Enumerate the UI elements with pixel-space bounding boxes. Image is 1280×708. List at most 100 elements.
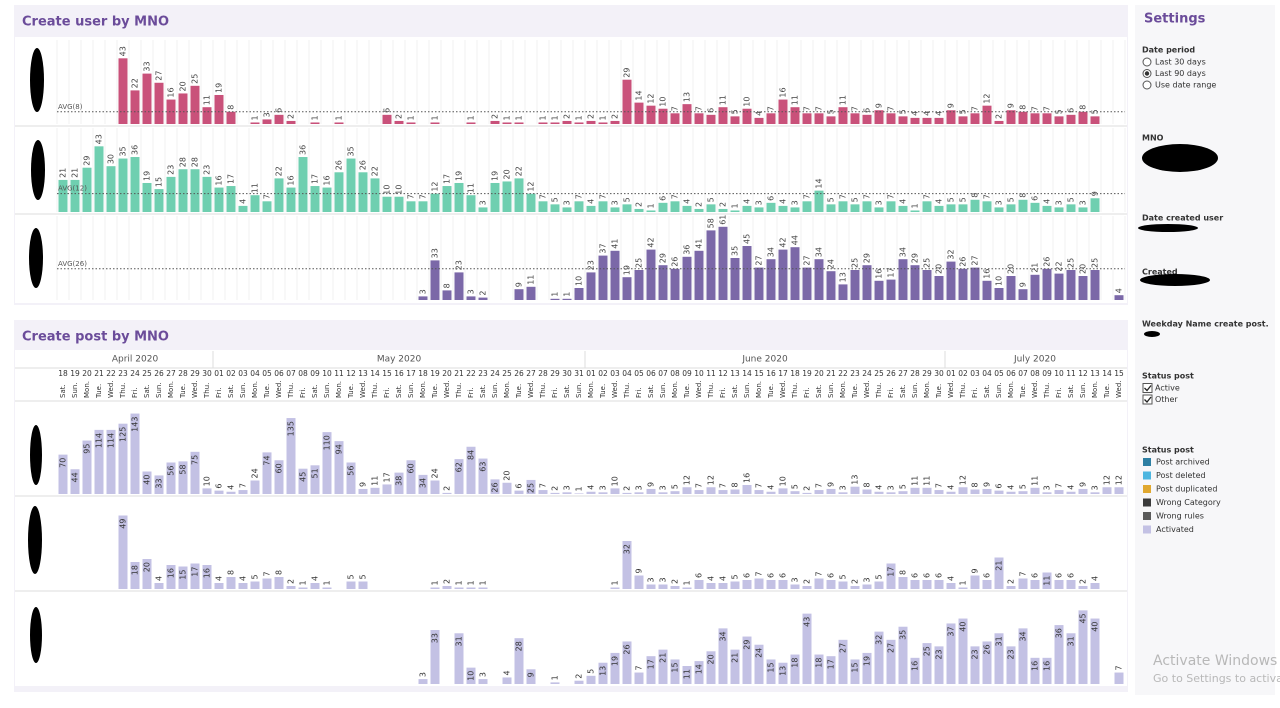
value-label: 5	[251, 574, 260, 579]
value-label: 62	[455, 462, 464, 472]
value-label: 2	[551, 486, 560, 491]
value-label: 22	[131, 78, 140, 88]
bar	[118, 158, 128, 212]
value-label: 13	[683, 92, 692, 102]
bar	[322, 432, 332, 494]
bar	[250, 581, 260, 589]
value-label: 25	[851, 258, 860, 268]
value-label: 3	[563, 485, 572, 490]
value-label: 16	[203, 568, 212, 578]
value-label: 3	[791, 200, 800, 205]
value-label: 6	[659, 196, 668, 201]
bar	[586, 675, 596, 684]
value-label: 4	[755, 111, 764, 116]
bar	[970, 646, 980, 684]
value-label: 4	[935, 111, 944, 116]
value-label: 16	[875, 269, 884, 279]
value-label: 37	[947, 626, 956, 636]
bar	[130, 90, 140, 124]
day-label: 17	[778, 369, 788, 378]
day-label: 13	[358, 369, 368, 378]
weekday-label: Sat.	[143, 384, 151, 398]
value-label: 9	[635, 568, 644, 573]
value-label: 7	[539, 483, 548, 488]
value-label: 17	[827, 659, 836, 669]
bar	[862, 201, 872, 212]
weekday-label: Sun.	[323, 382, 331, 398]
bar	[610, 652, 620, 684]
weekday-label: Sat.	[815, 384, 823, 398]
bar	[418, 296, 428, 300]
value-label: 3	[863, 577, 872, 582]
value-label: 7	[923, 194, 932, 199]
mno-label: MNO	[1142, 134, 1164, 143]
value-label: 14	[815, 178, 824, 188]
bar	[850, 204, 860, 212]
day-label: 18	[790, 369, 800, 378]
value-label: 34	[899, 247, 908, 257]
value-label: 1	[551, 675, 560, 680]
bar	[322, 587, 332, 589]
bar	[370, 178, 380, 212]
bar	[646, 210, 656, 212]
value-label: 7	[1055, 483, 1064, 488]
bar	[454, 182, 464, 212]
bar	[634, 208, 644, 212]
legend-swatch	[1143, 485, 1151, 493]
day-label: 09	[682, 369, 692, 378]
value-label: 1	[335, 115, 344, 120]
bar	[730, 489, 740, 494]
weekday-label: Tue.	[1019, 384, 1027, 399]
bar	[526, 193, 536, 212]
bar	[982, 488, 992, 494]
weekday-label: Sat.	[647, 384, 655, 398]
weekday-label: Mon.	[335, 381, 343, 398]
bar	[574, 680, 584, 684]
value-label: 4	[875, 485, 884, 490]
weekday-label: Sat.	[311, 384, 319, 398]
value-label: 10	[995, 276, 1004, 286]
bar	[250, 122, 260, 124]
bar	[898, 259, 908, 300]
bar	[802, 113, 812, 124]
value-label: 2	[287, 579, 296, 584]
value-label: 21	[71, 168, 80, 178]
bar	[466, 587, 476, 589]
bar	[886, 279, 896, 300]
bar	[850, 113, 860, 124]
value-label: 3	[755, 200, 764, 205]
bar	[718, 107, 728, 124]
value-label: 4	[779, 199, 788, 204]
bar	[466, 195, 476, 212]
bar	[94, 146, 104, 212]
bar	[838, 492, 848, 494]
value-label: 56	[347, 466, 356, 476]
weekday-label: Mon.	[755, 381, 763, 398]
value-label: 22	[1055, 261, 1064, 271]
settings-panel	[1135, 5, 1275, 695]
bar	[358, 488, 368, 494]
bar	[550, 682, 560, 684]
value-label: 19	[623, 265, 632, 275]
weekday-label: Mon.	[923, 381, 931, 398]
bar	[514, 638, 524, 684]
bar	[466, 446, 476, 494]
value-label: 4	[899, 199, 908, 204]
bar	[142, 73, 152, 124]
bar	[610, 250, 620, 300]
bar	[742, 246, 752, 300]
value-label: 75	[191, 455, 200, 465]
bar	[766, 202, 776, 212]
bar	[790, 491, 800, 494]
value-label: 5	[959, 197, 968, 202]
bar	[634, 672, 644, 684]
value-label: 34	[1019, 631, 1028, 641]
day-label: 31	[574, 369, 584, 378]
weekday-label: Wed.	[275, 381, 283, 399]
value-label: 5	[347, 574, 356, 579]
value-label: 9	[359, 482, 368, 487]
bar	[742, 636, 752, 684]
bar	[382, 484, 392, 494]
value-label: 7	[239, 483, 248, 488]
bar	[754, 117, 764, 124]
